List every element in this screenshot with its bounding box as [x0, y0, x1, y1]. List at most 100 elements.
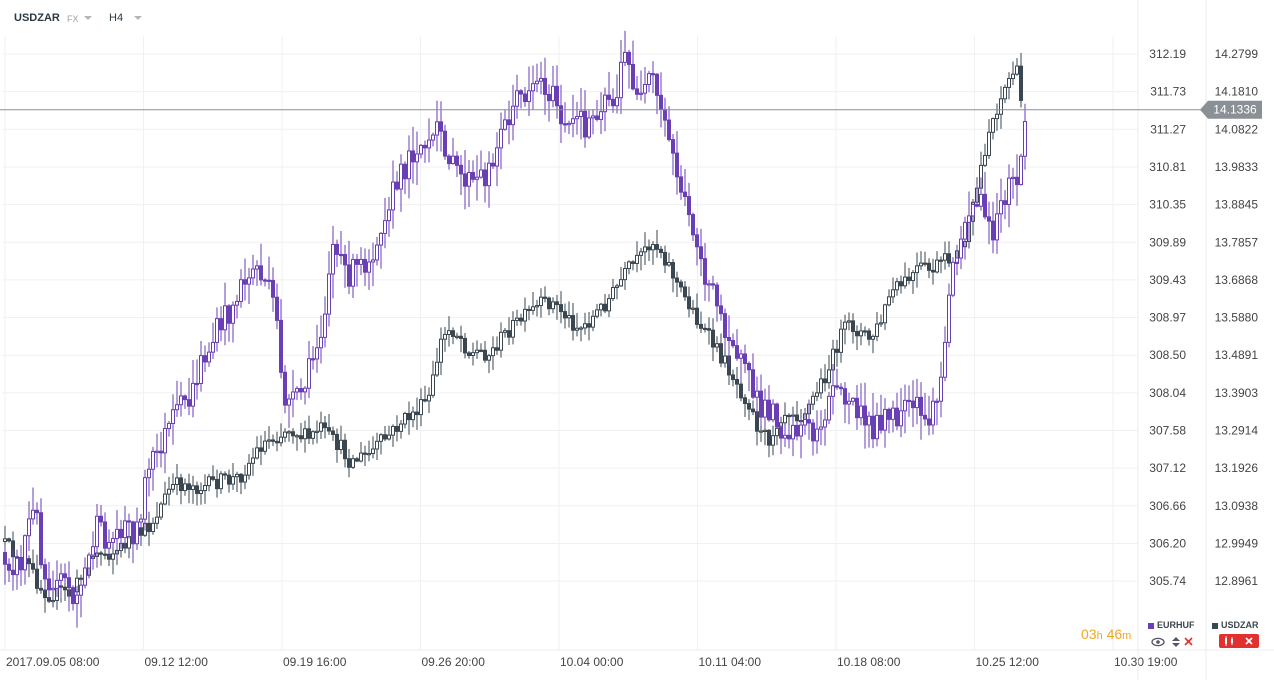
usdzar-candle — [551, 301, 555, 310]
usdzar-candle — [895, 281, 899, 291]
usdzar-candle — [535, 305, 539, 308]
usdzar-candle — [739, 383, 743, 399]
eurhuf-candle — [315, 347, 319, 360]
usdzar-candle — [811, 395, 815, 405]
usdzar-candle — [479, 349, 483, 352]
left-axis-tick-label: 307.58 — [1149, 424, 1186, 438]
eurhuf-candle — [479, 169, 483, 178]
usdzar-candle — [223, 473, 227, 476]
eurhuf-candle — [527, 90, 531, 103]
chevron-down-icon[interactable] — [84, 16, 92, 20]
eurhuf-candle — [443, 130, 447, 157]
timer-hours-unit: h — [1096, 630, 1103, 642]
usdzar-candle — [771, 435, 775, 446]
eurhuf-candle — [531, 83, 535, 92]
market-label[interactable]: FX — [67, 14, 79, 24]
eurhuf-candle — [919, 396, 923, 416]
usdzar-candle — [847, 320, 851, 323]
eurhuf-candle — [439, 121, 443, 132]
usdzar-candle — [615, 285, 619, 288]
usdzar-candle — [1011, 73, 1015, 80]
usdzar-candle — [759, 430, 763, 433]
chart-toolbar: USDZAR FX H4 — [0, 0, 1274, 36]
eurhuf-candle — [863, 405, 867, 426]
right-axis-tick-label: 14.2799 — [1215, 47, 1259, 61]
eurhuf-candle — [827, 395, 831, 421]
left-axis-tick-label: 305.74 — [1149, 574, 1186, 588]
eurhuf-candle — [119, 528, 123, 539]
symbol-label[interactable]: USDZAR — [14, 12, 60, 24]
legend-swatch — [1212, 622, 1218, 629]
usdzar-candle — [1019, 65, 1023, 101]
eurhuf-candle — [591, 115, 595, 119]
eurhuf-candle — [15, 557, 19, 576]
usdzar-candle — [743, 397, 747, 405]
usdzar-candle — [347, 458, 351, 468]
eurhuf-candle — [735, 345, 739, 359]
eurhuf-candle — [699, 246, 703, 260]
eurhuf-candle — [463, 173, 467, 187]
usdzar-candle — [227, 474, 231, 485]
eurhuf-candle — [803, 419, 807, 426]
eurhuf-candle — [311, 358, 315, 361]
usdzar-candle — [51, 599, 55, 603]
eurhuf-candle — [871, 415, 875, 440]
x-axis-tick-label: 10.11 04:00 — [699, 655, 762, 669]
eurhuf-candle — [695, 234, 699, 248]
eurhuf-candle — [851, 397, 855, 402]
usdzar-candle — [311, 431, 315, 439]
usdzar-candle — [243, 474, 247, 483]
legend-item-eurhuf: EURHUF — [1148, 620, 1195, 630]
eurhuf-candle — [207, 351, 211, 363]
candle-countdown: 03h 46m — [1081, 626, 1131, 642]
eurhuf-candle — [319, 336, 323, 349]
move-updown-icon[interactable] — [1172, 637, 1180, 647]
eurhuf-candle — [1015, 176, 1019, 186]
eurhuf-candle — [115, 528, 119, 540]
usdzar-candle — [375, 440, 379, 450]
eurhuf-candle — [347, 264, 351, 287]
eurhuf-candle — [799, 424, 803, 437]
eurhuf-candle — [55, 579, 59, 589]
close-icon[interactable] — [1245, 637, 1253, 645]
close-icon[interactable] — [1184, 637, 1193, 646]
eye-icon[interactable] — [1151, 637, 1165, 647]
eurhuf-candle — [95, 515, 99, 548]
eurhuf-candle — [519, 90, 523, 95]
usdzar-candle — [923, 262, 927, 265]
eurhuf-candle — [635, 88, 639, 95]
eurhuf-candle — [931, 400, 935, 426]
eurhuf-candle — [599, 111, 603, 120]
eurhuf-candle — [543, 77, 547, 95]
chevron-down-icon[interactable] — [134, 16, 142, 20]
eurhuf-candle — [539, 77, 543, 82]
eurhuf-candle — [943, 341, 947, 378]
eurhuf-candle — [903, 399, 907, 412]
usdzar-candle — [639, 251, 643, 256]
eurhuf-candle — [475, 176, 479, 180]
usdzar-candle — [255, 447, 259, 459]
right-axis-tick-label: 13.2914 — [1215, 424, 1259, 438]
usdzar-candle — [511, 319, 515, 338]
usdzar-candle — [763, 429, 767, 433]
usdzar-candle — [239, 473, 243, 483]
left-axis-tick-label: 306.20 — [1149, 536, 1186, 550]
usdzar-candle — [251, 457, 255, 464]
usdzar-candle — [907, 276, 911, 282]
usdzar-candle — [707, 328, 711, 331]
timeframe-selector[interactable]: H4 — [109, 12, 124, 24]
usdzar-candle — [459, 335, 463, 339]
usdzar-candle — [999, 98, 1003, 115]
eurhuf-candle — [203, 355, 207, 363]
usdzar-candle — [371, 448, 375, 455]
usdzar-candle — [231, 476, 235, 485]
eurhuf-candle — [335, 243, 339, 255]
eurhuf-candle — [831, 385, 835, 397]
usdzar-candle — [435, 361, 439, 376]
eurhuf-candle — [287, 398, 291, 406]
eurhuf-candle — [239, 279, 243, 302]
usdzar-candle — [587, 323, 591, 328]
eurhuf-candle — [327, 273, 331, 315]
settings-button[interactable] — [1219, 634, 1259, 648]
